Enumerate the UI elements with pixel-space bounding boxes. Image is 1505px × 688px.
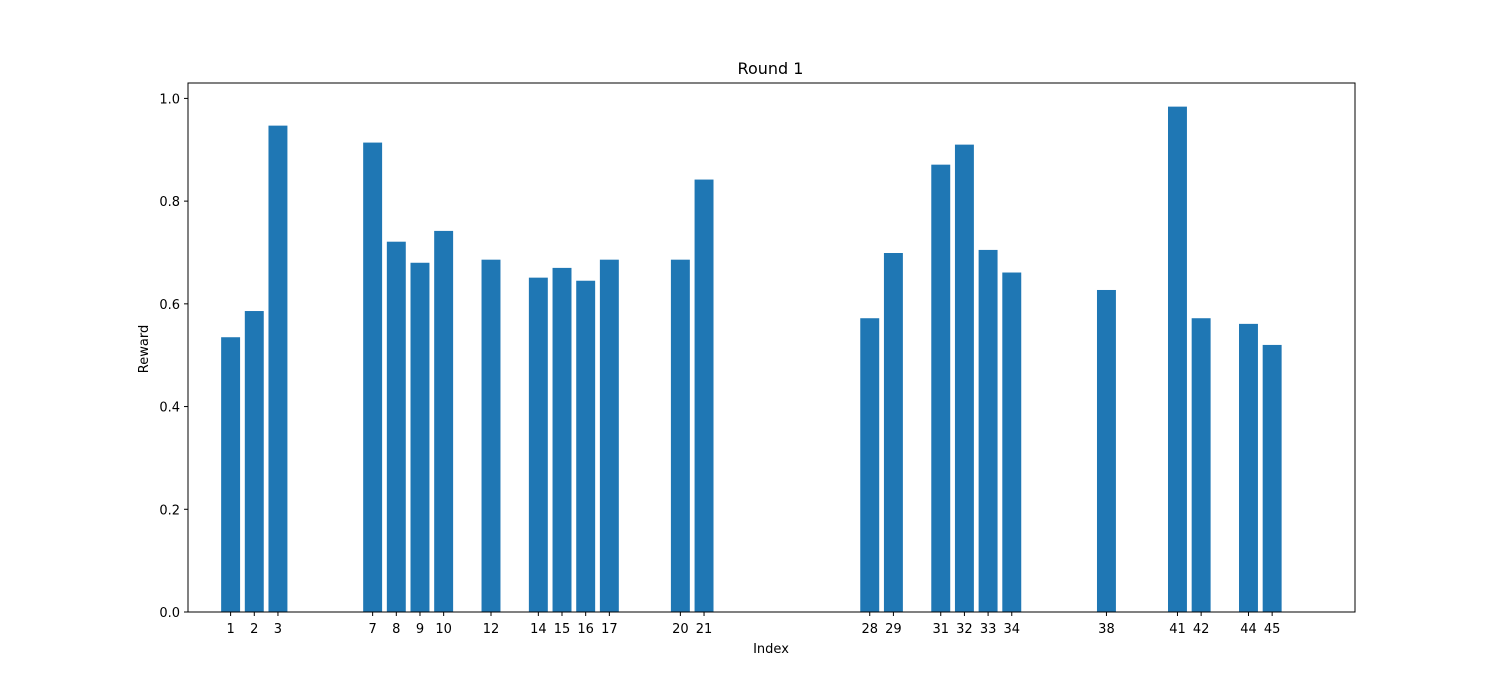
x-tick-label: 20 xyxy=(672,622,689,637)
bar-41 xyxy=(1168,106,1187,612)
x-axis-label: Index xyxy=(753,642,789,657)
bar-15 xyxy=(552,267,572,612)
bar-7 xyxy=(363,142,383,612)
x-tick-label: 38 xyxy=(1098,622,1115,637)
bar-14 xyxy=(528,277,548,612)
x-tick-label: 16 xyxy=(577,622,594,637)
bar-42 xyxy=(1191,318,1211,612)
bar-32 xyxy=(954,144,974,612)
bar-45 xyxy=(1262,344,1282,612)
plot-frame xyxy=(187,82,1356,613)
x-tick-label: 3 xyxy=(274,622,282,637)
x-tick-label: 1 xyxy=(226,622,234,637)
bar-1 xyxy=(221,337,241,612)
bar-3 xyxy=(268,125,288,612)
x-tick-label: 41 xyxy=(1169,622,1186,637)
x-tick-label: 12 xyxy=(483,622,500,637)
bar-8 xyxy=(386,241,406,612)
x-tick-label: 29 xyxy=(885,622,902,637)
bar-20 xyxy=(670,259,690,612)
x-tick-label: 31 xyxy=(932,622,949,637)
bar-33 xyxy=(978,249,998,613)
bar-10 xyxy=(434,230,454,612)
x-tick-label: 17 xyxy=(601,622,618,637)
y-tick-label: 0.0 xyxy=(159,606,180,621)
bar-2 xyxy=(244,311,264,612)
bar-28 xyxy=(860,318,880,612)
y-tick-label: 0.2 xyxy=(159,503,180,518)
x-tick-label: 2 xyxy=(250,622,258,637)
bar-34 xyxy=(1002,272,1022,612)
y-tick-label: 0.6 xyxy=(159,298,180,313)
bar-21 xyxy=(694,179,714,612)
x-tick-label: 45 xyxy=(1264,622,1281,637)
x-tick-label: 7 xyxy=(368,622,376,637)
bar-29 xyxy=(883,253,903,612)
x-tick-label: 33 xyxy=(980,622,997,637)
bar-38 xyxy=(1096,289,1116,612)
y-tick-label: 0.4 xyxy=(159,401,180,416)
y-axis: 0.0 0.2 0.4 0.6 0.8 1.0 xyxy=(159,92,188,621)
x-tick-label: 42 xyxy=(1193,622,1210,637)
x-tick-label: 10 xyxy=(435,622,452,637)
x-tick-label: 15 xyxy=(554,622,571,637)
x-axis: 1 2 3 7 8 9 10 12 14 15 16 17 20 21 28 29 31 32 33 34 38 41 42… xyxy=(226,612,1280,637)
bar-16 xyxy=(576,280,596,612)
x-tick-label: 44 xyxy=(1240,622,1257,637)
x-tick-label: 28 xyxy=(861,622,878,637)
bar-12 xyxy=(481,259,501,612)
bar-17 xyxy=(599,259,619,612)
y-tick-label: 0.8 xyxy=(159,195,180,210)
y-tick-label: 1.0 xyxy=(159,92,180,107)
bar-9 xyxy=(410,262,430,612)
y-axis-label: Reward xyxy=(137,325,152,373)
bars-group xyxy=(221,106,1282,613)
x-tick-label: 8 xyxy=(392,622,400,637)
bar-44 xyxy=(1239,323,1258,612)
bar-31 xyxy=(931,164,951,612)
x-tick-label: 34 xyxy=(1003,622,1020,637)
x-tick-label: 14 xyxy=(530,622,547,637)
x-tick-label: 9 xyxy=(416,622,424,637)
chart-title: Round 1 xyxy=(738,59,804,78)
x-tick-label: 21 xyxy=(696,622,713,637)
x-tick-label: 32 xyxy=(956,622,973,637)
